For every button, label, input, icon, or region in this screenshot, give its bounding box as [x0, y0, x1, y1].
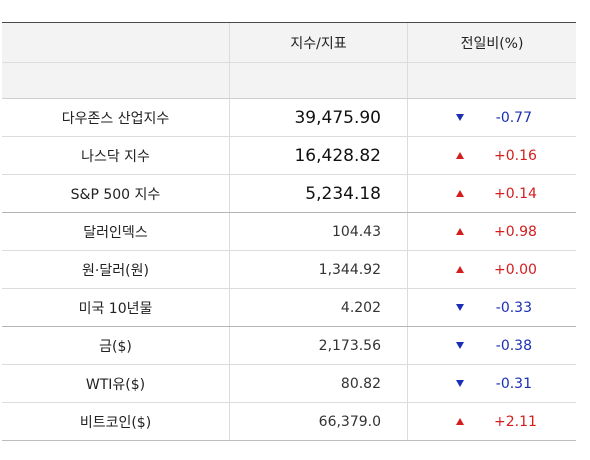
change-value: -0.38	[495, 337, 532, 354]
indicator-name: WTI유($)	[2, 365, 230, 402]
down-triangle-icon	[456, 380, 464, 387]
change-value: +0.14	[494, 185, 537, 202]
change-cell: -0.31	[408, 365, 576, 402]
table-row: 원·달러(원) 1,344.92 +0.00	[2, 251, 576, 289]
down-triangle-icon	[456, 342, 464, 349]
indicator-value: 66,379.0	[230, 403, 408, 440]
table-header-row: 지수/지표 전일비(%)	[2, 23, 576, 63]
indicator-value: 4.202	[230, 289, 408, 326]
change-cell: +0.98	[408, 213, 576, 250]
down-triangle-icon	[456, 304, 464, 311]
change-cell: -0.38	[408, 327, 576, 364]
indicator-name: 달러인덱스	[2, 213, 230, 250]
table-row: 비트코인($) 66,379.0 +2.11	[2, 403, 576, 441]
change-cell: +0.14	[408, 175, 576, 212]
change-value: -0.77	[495, 109, 532, 126]
change-cell: +0.16	[408, 137, 576, 174]
change-value: +0.98	[494, 223, 537, 240]
table-row: 달러인덱스 104.43 +0.98	[2, 213, 576, 251]
header-name	[2, 23, 230, 62]
table-row: 금($) 2,173.56 -0.38	[2, 327, 576, 365]
change-value: +0.00	[494, 261, 537, 278]
indicator-name: 비트코인($)	[2, 403, 230, 440]
change-value: +0.16	[494, 147, 537, 164]
up-triangle-icon	[456, 190, 464, 197]
indicator-name: 나스닥 지수	[2, 137, 230, 174]
indicator-name: 금($)	[2, 327, 230, 364]
change-cell: +2.11	[408, 403, 576, 440]
indicator-value: 2,173.56	[230, 327, 408, 364]
table-row: S&P 500 지수 5,234.18 +0.14	[2, 175, 576, 213]
market-indicators-table: 지수/지표 전일비(%) 다우존스 산업지수 39,475.90 -0.77 나…	[2, 22, 576, 441]
indicator-name: 원·달러(원)	[2, 251, 230, 288]
header-change: 전일비(%)	[460, 35, 524, 52]
table-blank-row	[2, 63, 576, 99]
up-triangle-icon	[456, 266, 464, 273]
change-value: +2.11	[494, 413, 537, 430]
change-cell: -0.33	[408, 289, 576, 326]
indicator-value: 39,475.90	[230, 99, 408, 136]
up-triangle-icon	[456, 228, 464, 235]
change-cell: -0.77	[408, 99, 576, 136]
up-triangle-icon	[456, 152, 464, 159]
change-value: -0.31	[495, 375, 532, 392]
table-row: 다우존스 산업지수 39,475.90 -0.77	[2, 99, 576, 137]
blank-cell	[2, 63, 230, 98]
indicator-value: 104.43	[230, 213, 408, 250]
blank-cell	[408, 63, 576, 98]
up-triangle-icon	[456, 418, 464, 425]
change-value: -0.33	[495, 299, 532, 316]
change-cell: +0.00	[408, 251, 576, 288]
indicator-value: 80.82	[230, 365, 408, 402]
header-value: 지수/지표	[230, 23, 408, 62]
table-row: WTI유($) 80.82 -0.31	[2, 365, 576, 403]
indicator-value: 5,234.18	[230, 175, 408, 212]
indicator-value: 1,344.92	[230, 251, 408, 288]
indicator-name: 미국 10년물	[2, 289, 230, 326]
table-row: 미국 10년물 4.202 -0.33	[2, 289, 576, 327]
down-triangle-icon	[456, 114, 464, 121]
table-row: 나스닥 지수 16,428.82 +0.16	[2, 137, 576, 175]
indicator-name: 다우존스 산업지수	[2, 99, 230, 136]
blank-cell	[230, 63, 408, 98]
indicator-value: 16,428.82	[230, 137, 408, 174]
indicator-name: S&P 500 지수	[2, 175, 230, 212]
